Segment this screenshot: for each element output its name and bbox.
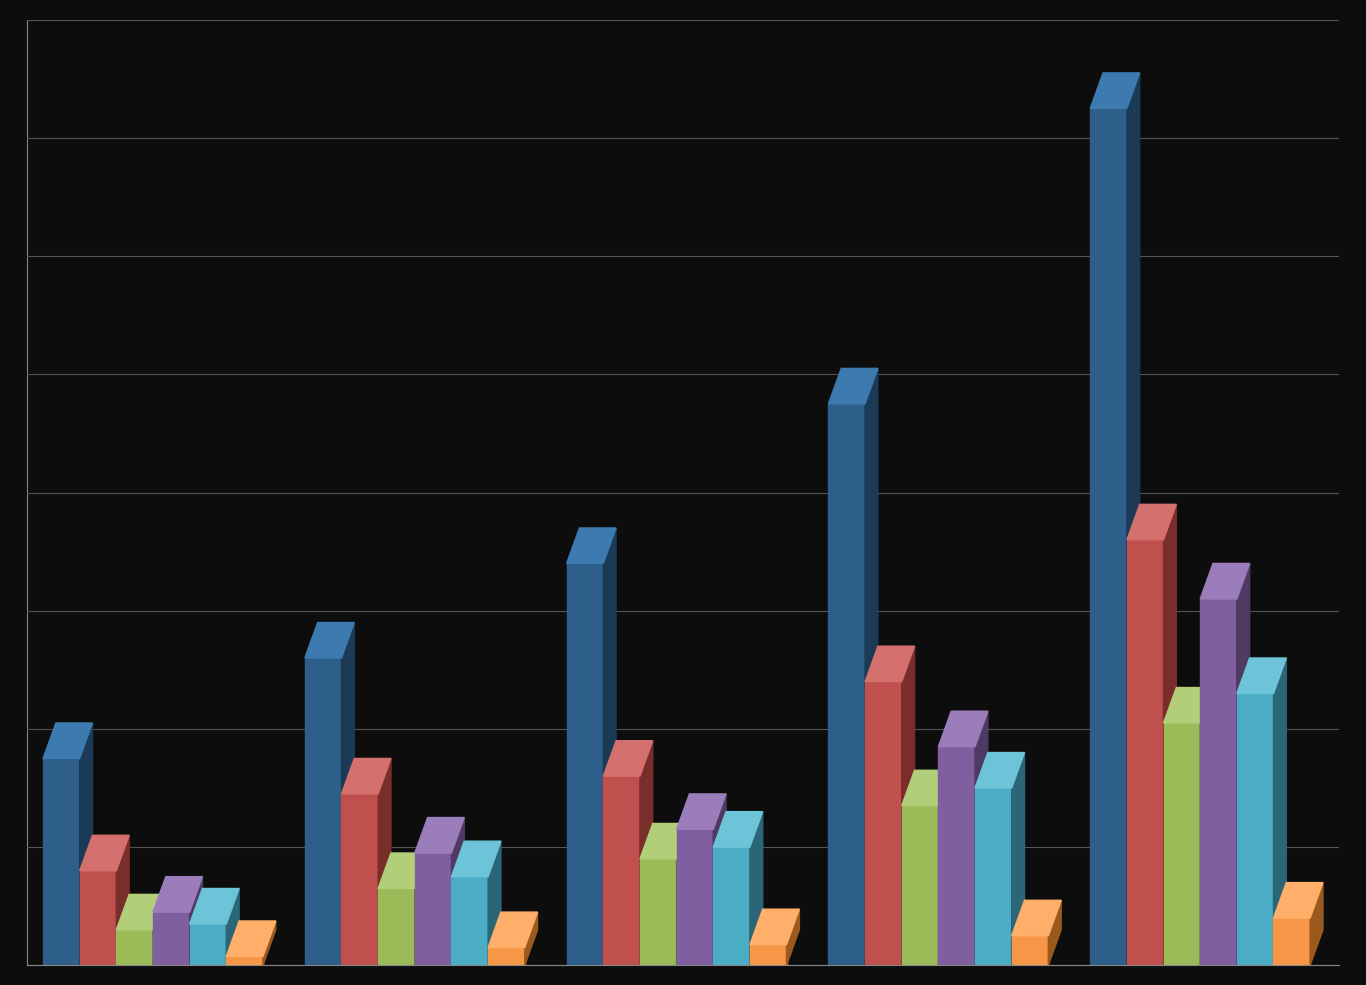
- Polygon shape: [1012, 753, 1024, 965]
- Polygon shape: [116, 894, 165, 930]
- Polygon shape: [190, 924, 227, 965]
- Polygon shape: [1048, 900, 1061, 965]
- Polygon shape: [1273, 658, 1287, 965]
- Polygon shape: [604, 528, 616, 965]
- Polygon shape: [488, 948, 525, 965]
- Polygon shape: [1127, 73, 1139, 965]
- Polygon shape: [153, 877, 202, 912]
- Polygon shape: [342, 758, 391, 794]
- Polygon shape: [1090, 108, 1127, 965]
- Polygon shape: [828, 368, 878, 404]
- Polygon shape: [865, 646, 915, 682]
- Polygon shape: [116, 930, 153, 965]
- Polygon shape: [713, 847, 750, 965]
- Polygon shape: [902, 806, 938, 965]
- Polygon shape: [787, 909, 799, 965]
- Polygon shape: [938, 747, 975, 965]
- Polygon shape: [567, 563, 604, 965]
- Polygon shape: [1236, 693, 1273, 965]
- Polygon shape: [1236, 658, 1287, 693]
- Polygon shape: [1127, 540, 1164, 965]
- Polygon shape: [305, 658, 342, 965]
- Polygon shape: [79, 871, 116, 965]
- Polygon shape: [1164, 504, 1176, 965]
- Polygon shape: [116, 835, 130, 965]
- Polygon shape: [938, 770, 951, 965]
- Polygon shape: [1164, 723, 1201, 965]
- Polygon shape: [1127, 504, 1176, 540]
- Polygon shape: [378, 888, 415, 965]
- Polygon shape: [227, 956, 262, 965]
- Polygon shape: [639, 741, 653, 965]
- Polygon shape: [639, 823, 690, 859]
- Polygon shape: [676, 823, 690, 965]
- Polygon shape: [975, 711, 988, 965]
- Polygon shape: [488, 912, 538, 948]
- Polygon shape: [190, 877, 202, 965]
- Polygon shape: [42, 723, 93, 758]
- Polygon shape: [676, 794, 727, 829]
- Polygon shape: [1012, 936, 1048, 965]
- Polygon shape: [1273, 883, 1324, 918]
- Polygon shape: [451, 841, 501, 877]
- Polygon shape: [604, 776, 639, 965]
- Polygon shape: [42, 758, 79, 965]
- Polygon shape: [227, 921, 276, 956]
- Polygon shape: [975, 753, 1024, 788]
- Polygon shape: [305, 623, 354, 658]
- Polygon shape: [1164, 688, 1213, 723]
- Polygon shape: [865, 682, 902, 965]
- Polygon shape: [1273, 918, 1310, 965]
- Polygon shape: [153, 912, 190, 965]
- Polygon shape: [451, 818, 464, 965]
- Polygon shape: [713, 812, 762, 847]
- Polygon shape: [415, 853, 451, 965]
- Polygon shape: [902, 646, 915, 965]
- Polygon shape: [190, 888, 239, 924]
- Polygon shape: [567, 528, 616, 563]
- Polygon shape: [342, 623, 354, 965]
- Polygon shape: [415, 818, 464, 853]
- Polygon shape: [750, 945, 787, 965]
- Polygon shape: [415, 853, 428, 965]
- Polygon shape: [828, 404, 865, 965]
- Polygon shape: [153, 894, 165, 965]
- Polygon shape: [262, 921, 276, 965]
- Polygon shape: [604, 741, 653, 776]
- Polygon shape: [1310, 883, 1324, 965]
- Polygon shape: [227, 888, 239, 965]
- Polygon shape: [79, 723, 93, 965]
- Polygon shape: [378, 853, 428, 888]
- Polygon shape: [1201, 563, 1250, 599]
- Polygon shape: [488, 841, 501, 965]
- Polygon shape: [902, 770, 951, 806]
- Polygon shape: [676, 829, 713, 965]
- Polygon shape: [750, 909, 799, 945]
- Polygon shape: [639, 859, 676, 965]
- Polygon shape: [342, 794, 378, 965]
- Polygon shape: [750, 812, 762, 965]
- Polygon shape: [451, 877, 488, 965]
- Polygon shape: [1236, 563, 1250, 965]
- Polygon shape: [1201, 599, 1236, 965]
- Polygon shape: [79, 835, 130, 871]
- Polygon shape: [865, 368, 878, 965]
- Polygon shape: [378, 758, 391, 965]
- Polygon shape: [975, 788, 1012, 965]
- Polygon shape: [1201, 688, 1213, 965]
- Polygon shape: [1012, 900, 1061, 936]
- Polygon shape: [525, 912, 538, 965]
- Polygon shape: [1090, 73, 1139, 108]
- Polygon shape: [713, 794, 727, 965]
- Polygon shape: [938, 711, 988, 747]
